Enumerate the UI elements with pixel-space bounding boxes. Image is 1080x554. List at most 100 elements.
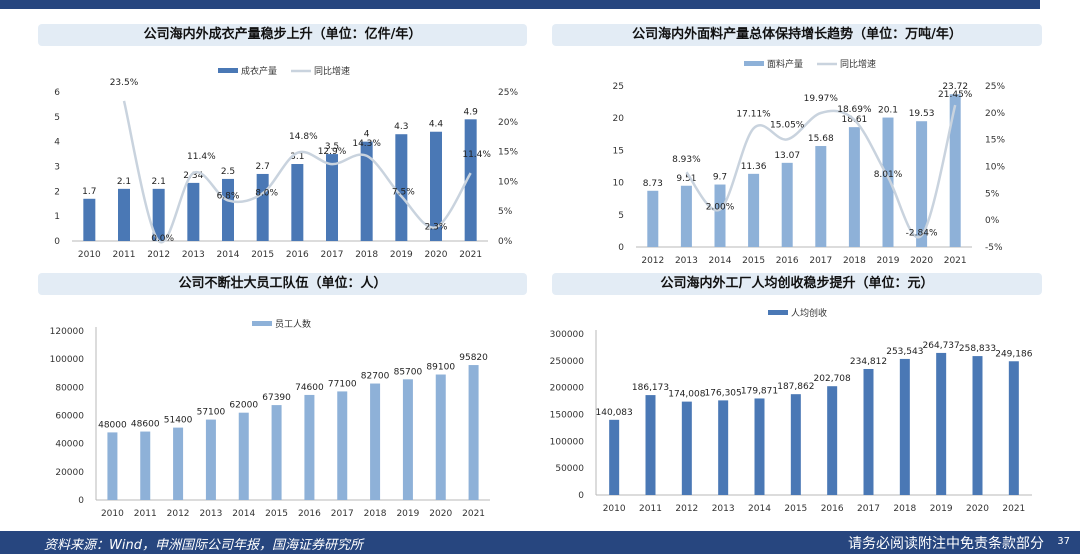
chart2-title: 公司海内外面料产量总体保持增长趋势（单位：万吨/年） [552,24,1042,46]
bar-value-label: 176,305 [705,388,742,398]
bar-value-label: 9.51 [676,174,696,184]
bar [609,419,620,495]
y2-tick-label: 5% [985,189,1000,199]
x-tick-label: 2013 [712,504,735,514]
x-tick-label: 2012 [641,256,664,266]
bar-value-label: 179,871 [741,386,778,396]
y-tick-label: 300000 [550,330,585,340]
bar [205,419,216,500]
x-tick-label: 2020 [425,250,448,260]
y-tick-label: 100000 [550,437,585,447]
bar [1008,361,1019,495]
bar-value-label: 202,708 [814,374,851,384]
bar-value-label: 57100 [197,408,226,418]
x-tick-label: 2020 [910,256,933,266]
x-tick-label: 2019 [877,256,900,266]
line-value-label: 8.93% [672,155,701,165]
line-value-label: 23.5% [110,78,139,88]
bar-value-label: 3.1 [290,152,304,162]
bar [107,432,118,500]
legend-label: 同比增速 [314,65,350,77]
y-tick-label: 0 [78,496,84,506]
bar-value-label: 20.1 [878,106,898,116]
legend-swatch-bar [768,310,788,315]
y-tick-label: 3 [54,163,60,173]
bar [326,154,338,241]
bar-value-label: 2.7 [256,162,270,172]
x-tick-label: 2013 [182,250,205,260]
line-value-label: 19.97% [804,94,839,104]
legend-label: 员工人数 [275,318,311,330]
bar [714,184,726,247]
bar-value-label: 2.1 [117,177,131,187]
x-tick-label: 2013 [675,256,698,266]
y-tick-label: 0 [578,491,584,501]
y-tick-label: 60000 [55,412,84,422]
y-tick-label: 25 [613,82,624,92]
x-tick-label: 2012 [167,509,190,519]
line-value-label: 18.69% [837,105,872,115]
y-tick-label: 150000 [550,411,585,421]
x-tick-label: 2012 [675,504,698,514]
y-tick-label: 100000 [50,355,85,365]
bar-value-label: 15.68 [808,134,834,144]
x-tick-label: 2011 [113,250,136,260]
line-value-label: 7.5% [392,187,415,197]
y-tick-label: 80000 [55,383,84,393]
bar [187,182,200,241]
y2-tick-label: 0% [498,237,513,247]
y-tick-label: 250000 [550,357,585,367]
bar [83,198,96,241]
legend-label: 同比增速 [840,58,876,70]
line-value-label: 8.0% [255,188,278,198]
bar [647,190,659,247]
disclaimer-note: 请务必阅读附注中免责条款部分 [848,536,1044,552]
x-tick-label: 2013 [199,509,222,519]
x-tick-label: 2019 [396,509,419,519]
bar-value-label: 95820 [459,353,488,363]
x-tick-label: 2014 [748,504,771,514]
y2-tick-label: 15% [498,148,518,158]
x-tick-label: 2017 [809,256,832,266]
y2-tick-label: 20% [985,109,1005,119]
growth-line [685,104,957,239]
bar-value-label: 8.73 [643,179,663,189]
x-tick-label: 2021 [462,509,485,519]
x-tick-label: 2014 [709,256,732,266]
y-tick-label: 50000 [555,464,584,474]
bar-value-label: 74600 [295,383,324,393]
x-tick-label: 2016 [821,504,844,514]
chart1-title: 公司海内外成衣产量稳步上升（单位：亿件/年） [38,24,527,46]
legend-label: 成衣产量 [241,65,277,77]
bar [882,117,894,247]
x-tick-label: 2018 [893,504,916,514]
x-tick-label: 2015 [265,509,288,519]
bar-value-label: 2.5 [221,167,235,177]
bar [222,178,234,241]
bar [402,379,413,500]
page-number: 37 [1057,536,1070,547]
y-tick-label: 120000 [50,327,85,337]
bar [271,405,282,500]
bar-value-label: 1.7 [82,187,96,197]
x-tick-label: 2019 [390,250,413,260]
bar-value-label: 48600 [131,420,160,430]
bar [827,386,838,495]
growth-line [122,100,472,244]
bar [370,383,381,500]
y2-tick-label: 15% [985,136,1005,146]
y2-tick-label: 25% [985,82,1005,92]
bar [435,374,446,500]
y2-tick-label: -5% [985,243,1003,253]
bar-value-label: 19.53 [909,109,935,119]
x-tick-label: 2015 [251,250,274,260]
bar-value-label: 51400 [164,416,193,426]
x-tick-label: 2017 [857,504,880,514]
y2-tick-label: 0% [985,216,1000,226]
bar-value-label: 249,186 [995,349,1032,359]
line-value-label: 14.8% [289,132,318,142]
bar-value-label: 62000 [229,401,258,411]
bar [680,185,692,247]
line-value-label: 0.0% [151,234,174,244]
